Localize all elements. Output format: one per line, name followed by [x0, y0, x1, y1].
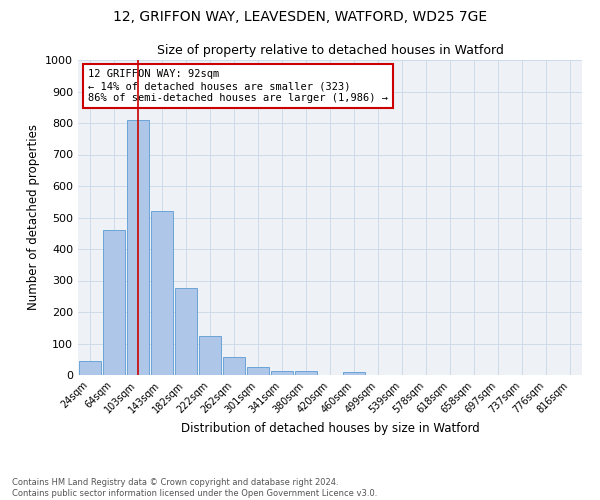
Bar: [79, 361, 101, 375]
Bar: [127, 120, 149, 375]
Bar: [223, 356, 245, 375]
Y-axis label: Number of detached properties: Number of detached properties: [26, 124, 40, 310]
Text: 12, GRIFFON WAY, LEAVESDEN, WATFORD, WD25 7GE: 12, GRIFFON WAY, LEAVESDEN, WATFORD, WD2…: [113, 10, 487, 24]
Text: 12 GRIFFON WAY: 92sqm
← 14% of detached houses are smaller (323)
86% of semi-det: 12 GRIFFON WAY: 92sqm ← 14% of detached …: [88, 70, 388, 102]
Bar: [295, 371, 317, 375]
Title: Size of property relative to detached houses in Watford: Size of property relative to detached ho…: [157, 44, 503, 58]
Bar: [247, 367, 269, 375]
Bar: [343, 372, 365, 375]
Bar: [175, 288, 197, 375]
Text: Contains HM Land Registry data © Crown copyright and database right 2024.
Contai: Contains HM Land Registry data © Crown c…: [12, 478, 377, 498]
Bar: [151, 211, 173, 375]
Bar: [199, 336, 221, 375]
Bar: [271, 371, 293, 375]
Bar: [103, 230, 125, 375]
X-axis label: Distribution of detached houses by size in Watford: Distribution of detached houses by size …: [181, 422, 479, 435]
